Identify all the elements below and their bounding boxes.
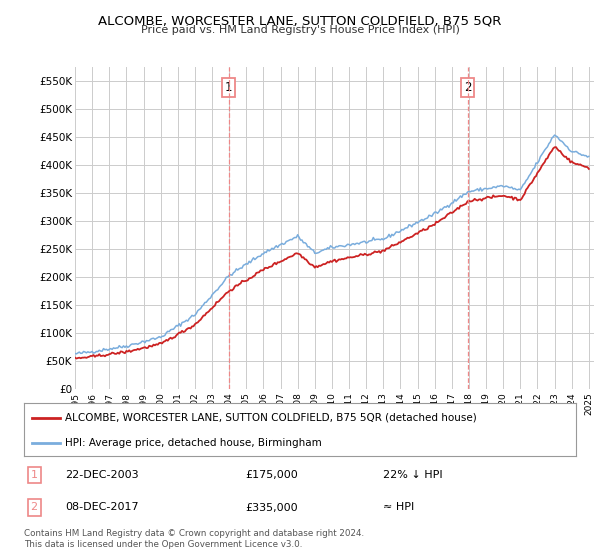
Text: £175,000: £175,000 — [245, 470, 298, 480]
Text: 2: 2 — [464, 81, 472, 95]
Text: ALCOMBE, WORCESTER LANE, SUTTON COLDFIELD, B75 5QR (detached house): ALCOMBE, WORCESTER LANE, SUTTON COLDFIEL… — [65, 413, 477, 423]
Text: ALCOMBE, WORCESTER LANE, SUTTON COLDFIELD, B75 5QR: ALCOMBE, WORCESTER LANE, SUTTON COLDFIEL… — [98, 14, 502, 27]
Text: 22-DEC-2003: 22-DEC-2003 — [65, 470, 139, 480]
Text: £335,000: £335,000 — [245, 502, 298, 512]
Text: Price paid vs. HM Land Registry's House Price Index (HPI): Price paid vs. HM Land Registry's House … — [140, 25, 460, 35]
Text: 08-DEC-2017: 08-DEC-2017 — [65, 502, 139, 512]
Text: 22% ↓ HPI: 22% ↓ HPI — [383, 470, 442, 480]
Text: Contains HM Land Registry data © Crown copyright and database right 2024.
This d: Contains HM Land Registry data © Crown c… — [24, 529, 364, 549]
Text: 2: 2 — [31, 502, 38, 512]
Text: 1: 1 — [31, 470, 38, 480]
Text: HPI: Average price, detached house, Birmingham: HPI: Average price, detached house, Birm… — [65, 438, 322, 448]
Text: ≈ HPI: ≈ HPI — [383, 502, 414, 512]
Text: 1: 1 — [225, 81, 232, 95]
